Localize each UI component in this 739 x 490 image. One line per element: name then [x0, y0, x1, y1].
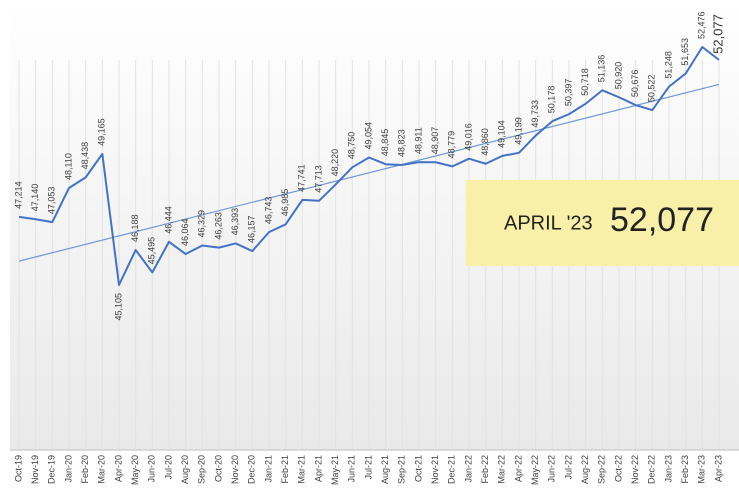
data-label: 48,823 [397, 129, 407, 157]
data-line [18, 46, 720, 286]
data-label: 48,907 [430, 127, 440, 155]
x-tick-label: Nov-20 [230, 455, 240, 484]
x-tick-label: Apr-23 [713, 455, 723, 482]
data-label: 46,329 [197, 210, 207, 238]
data-label: 50,920 [613, 62, 623, 90]
x-tick-label: Apr-20 [113, 455, 123, 482]
x-tick-label: Feb-22 [480, 455, 490, 484]
x-tick-label: Oct-20 [213, 455, 223, 482]
x-tick-label: Mar-20 [97, 455, 107, 484]
x-tick-label: Sep-22 [597, 455, 607, 484]
data-label: 51,653 [680, 38, 690, 66]
x-tick-label: Mar-23 [697, 455, 707, 484]
x-tick-label: Mar-22 [497, 455, 507, 484]
data-label: 46,444 [163, 206, 173, 234]
data-label: 47,741 [297, 164, 307, 192]
callout-box [466, 180, 739, 266]
data-label: 48,220 [330, 149, 340, 177]
data-label: 45,495 [147, 237, 157, 265]
data-label: 49,104 [497, 120, 507, 148]
x-tick-label: Jun-20 [147, 455, 157, 483]
x-tick-label: Aug-21 [380, 455, 390, 484]
data-label: 46,263 [213, 212, 223, 240]
x-tick-label: Apr-21 [313, 455, 323, 482]
callout-value: 52,077 [610, 201, 714, 239]
x-tick-label: Apr-22 [513, 455, 523, 482]
data-label: 49,016 [463, 123, 473, 151]
x-tick-label: Nov-21 [430, 455, 440, 484]
data-label: 48,779 [447, 131, 457, 159]
x-tick-label: Aug-20 [180, 455, 190, 484]
data-label: 50,718 [580, 68, 590, 96]
data-label: 51,248 [663, 51, 673, 79]
data-label: 47,140 [30, 184, 40, 212]
x-tick-label: Jan-21 [263, 455, 273, 483]
data-label: 50,522 [647, 75, 657, 103]
x-tick-label: Dec-21 [447, 455, 457, 484]
x-tick-label: May-20 [130, 455, 140, 485]
x-tick-label: Dec-19 [47, 455, 57, 484]
x-tick-label: May-22 [530, 455, 540, 485]
data-label: 48,911 [413, 127, 423, 154]
x-tick-label: Sep-21 [397, 455, 407, 484]
data-label: 46,985 [280, 189, 290, 217]
x-tick-label: Jan-23 [663, 455, 673, 483]
x-tick-label: Sep-20 [197, 455, 207, 484]
x-tick-label: Dec-20 [247, 455, 257, 484]
x-tick-label: Jul-20 [163, 455, 173, 480]
x-tick-label: Feb-21 [280, 455, 290, 484]
data-label: 45,105 [113, 293, 123, 321]
data-label: 48,860 [480, 128, 490, 156]
x-tick-label: Oct-21 [413, 455, 423, 482]
x-tick-label: Jan-20 [63, 455, 73, 483]
x-tick-label: Feb-23 [680, 455, 690, 484]
x-tick-label: Jan-22 [463, 455, 473, 483]
x-tick-label: Aug-22 [580, 455, 590, 484]
x-tick-label: Dec-22 [647, 455, 657, 484]
data-label: 48,110 [63, 153, 73, 180]
data-label: 51,136 [597, 55, 607, 83]
x-tick-label: Jun-21 [347, 455, 357, 483]
data-label: 46,188 [130, 215, 140, 243]
x-tick-label: Oct-22 [613, 455, 623, 482]
data-label: 49,165 [97, 118, 107, 146]
x-tick-label: Jul-22 [563, 455, 573, 480]
x-tick-label: Oct-19 [13, 455, 23, 482]
x-tick-label: Nov-22 [630, 455, 640, 484]
data-label: 49,054 [363, 122, 373, 150]
data-label: 50,178 [547, 86, 557, 114]
data-label: 48,750 [347, 132, 357, 160]
data-label: 46,393 [230, 208, 240, 236]
x-tick-label: Jun-22 [547, 455, 557, 483]
trend-line [18, 83, 720, 262]
data-label: 52,077 [710, 14, 725, 54]
x-tick-label: May-21 [330, 455, 340, 485]
data-label: 49,199 [513, 117, 523, 145]
data-label: 49,733 [530, 100, 540, 128]
data-label: 50,397 [563, 79, 573, 107]
x-tick-label: Feb-20 [80, 455, 90, 484]
data-label: 48,845 [380, 129, 390, 157]
data-label: 50,676 [630, 70, 640, 98]
data-label: 46,064 [180, 219, 190, 247]
data-label: 47,713 [313, 165, 323, 193]
x-tick-label: Jul-21 [363, 455, 373, 480]
x-tick-label: Nov-19 [30, 455, 40, 484]
data-label: 48,438 [80, 142, 90, 170]
callout-label: APRIL '23 [504, 212, 593, 234]
data-label: 47,214 [13, 181, 23, 209]
data-label: 46,743 [263, 197, 273, 225]
x-tick-label: Mar-21 [297, 455, 307, 484]
data-label: 47,053 [47, 187, 57, 215]
data-label: 46,157 [247, 216, 257, 244]
data-label: 52,476 [697, 11, 707, 39]
